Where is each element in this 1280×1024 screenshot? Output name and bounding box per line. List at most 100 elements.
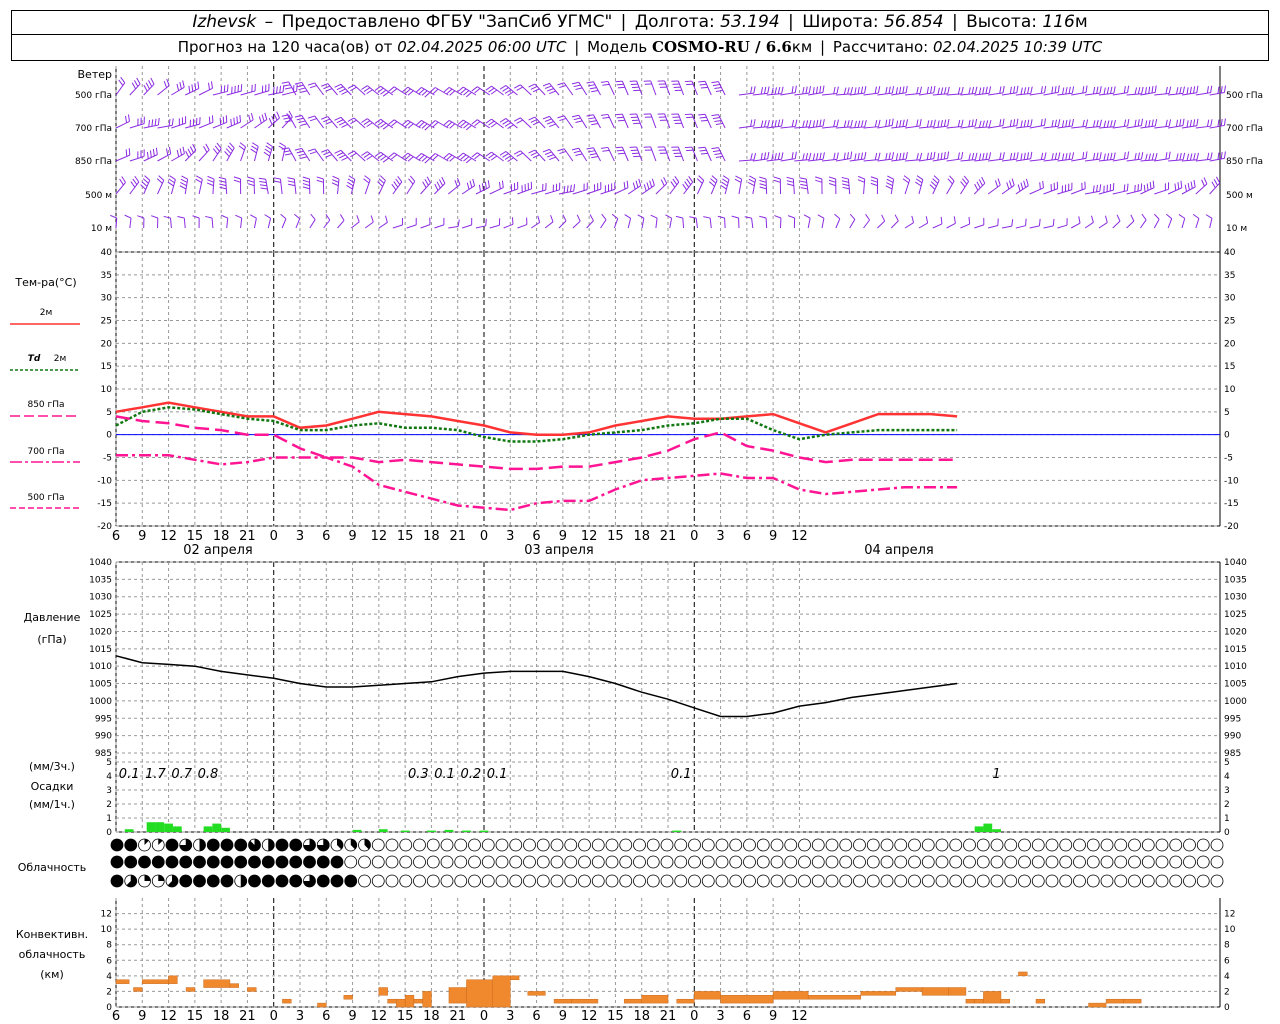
wind-barb-2-71	[1098, 152, 1116, 162]
wind-barb-0-42	[684, 80, 698, 96]
wind-barb-flag-0-15-1	[309, 85, 317, 89]
wind-barb-flag-4-55-0	[881, 214, 886, 222]
pressure-tick-right-7: 1005	[1224, 680, 1247, 690]
wind-barb-shaft-1-51	[821, 125, 838, 129]
wind-barb-flag-4-41-0	[675, 215, 683, 219]
cloud-symbol-2-33	[564, 874, 578, 888]
wind-barb-flag-1-15-0	[307, 115, 315, 119]
wind-barb-flag-3-4-0	[169, 175, 176, 180]
temp-tick-right-11: -15	[1224, 499, 1239, 509]
wind-barb-flag-2-57-1	[916, 153, 919, 161]
temp-tick-left-8: 0	[106, 431, 112, 441]
wind-barb-flag-0-23-2	[421, 90, 428, 96]
wind-barb-flag-1-59-0	[947, 119, 950, 127]
wind-barb-4-9	[235, 214, 243, 229]
wind-barb-4-43	[703, 216, 712, 229]
precip-label-8: 0.1	[671, 767, 692, 782]
wind-barb-shaft-0-33	[563, 82, 574, 96]
wind-barb-flag-3-22-0	[426, 176, 432, 184]
wind-barb-flag-0-50-0	[822, 85, 825, 93]
cloud-fill-1-13	[289, 856, 302, 868]
conv-bar-3	[168, 975, 178, 984]
wind-barb-flag-0-36-1	[602, 83, 610, 86]
date-label-2: 03 апреля	[524, 543, 594, 558]
cloud-symbol-2-78	[1183, 874, 1196, 888]
wind-barb-flag-1-34-1	[573, 117, 581, 121]
wind-barb-2-60	[946, 151, 964, 162]
cloud-symbol-0-44	[715, 838, 729, 852]
pressure-tick-left-6: 1010	[89, 662, 112, 672]
wind-barb-flag-2-50-3	[812, 153, 816, 161]
conv-bar-15	[413, 998, 423, 1004]
precip-bar-14	[479, 830, 489, 832]
wind-barb-flag-0-71-1	[1110, 86, 1113, 94]
wind-barb-2-75	[1154, 151, 1171, 162]
cloud-symbol-1-23	[426, 855, 440, 869]
cloud-fill-0-3	[158, 839, 163, 845]
wind-barb-3-18	[363, 175, 371, 195]
wind-barb-flag-4-0-0	[110, 214, 117, 219]
temp-tick-left-4: 20	[101, 339, 113, 349]
wind-barb-3-43	[708, 175, 718, 195]
time-tick-bottom-23: 3	[716, 1009, 724, 1024]
cloud-symbol-1-27	[481, 855, 495, 869]
wind-barb-flag-2-9-0	[239, 142, 246, 148]
wind-barb-shaft-1-33	[563, 115, 574, 129]
wind-barb-flag-0-1-0	[136, 77, 141, 85]
time-tick-top-23: 3	[716, 529, 724, 544]
wind-barb-shaft-2-70	[1085, 158, 1101, 162]
wind-barb-flag-1-48-0	[794, 119, 798, 127]
temp-tick-left-2: 30	[101, 294, 113, 304]
wind-barb-flag-4-73-0	[1130, 214, 1135, 222]
wind-barb-shaft-1-37	[621, 113, 629, 129]
cloud-symbol-1-28	[495, 855, 509, 869]
wind-barb-shaft-1-69	[1071, 125, 1087, 129]
time-tick-top-21: 21	[660, 529, 677, 544]
wind-barb-shaft-4-74	[1140, 219, 1147, 229]
wind-barb-2-11	[263, 142, 273, 162]
wind-barb-flag-3-2-0	[144, 175, 151, 181]
pressure-tick-right-9: 995	[1224, 714, 1241, 724]
precip-bar-4	[172, 826, 182, 832]
wind-barb-flag-0-53-3	[854, 87, 857, 95]
wind-barb-flag-3-52-2	[828, 183, 836, 187]
wind-barb-flag-4-44-0	[717, 215, 725, 219]
wind-barb-0-23	[415, 87, 435, 98]
cloud-symbol-2-68	[1045, 874, 1059, 888]
conv-bar-11	[378, 987, 388, 996]
wind-barb-flag-3-7-2	[206, 182, 214, 187]
wind-barb-flag-1-35-1	[588, 117, 596, 120]
cloud-symbol-1-38	[633, 855, 646, 869]
wind-barb-flag-3-32-3	[563, 186, 566, 194]
wind-barb-flag-3-51-1	[815, 179, 823, 183]
temp-tick-left-1: 35	[101, 271, 112, 281]
wind-barb-shaft-2-3	[157, 153, 171, 162]
wind-barb-flag-3-11-3	[260, 187, 268, 190]
wind-barb-flag-3-22-2	[422, 181, 427, 188]
conv-bar-33	[921, 987, 949, 996]
wind-barb-1-42	[684, 113, 698, 129]
wind-barb-shaft-3-17	[350, 179, 356, 195]
time-tick-top-26: 12	[791, 529, 808, 544]
wind-barb-3-9	[233, 176, 242, 195]
wind-barb-shaft-1-77	[1181, 125, 1197, 129]
wind-barb-flag-1-29-2	[504, 122, 512, 127]
wind-barb-flag-3-5-1	[180, 178, 188, 183]
precip-label-7: 0.1	[487, 767, 508, 782]
cloud-symbol-2-71	[1086, 874, 1100, 888]
time-tick-bottom-11: 15	[397, 1009, 414, 1024]
cloud-symbol-2-44	[715, 874, 729, 888]
wind-barb-2-56	[891, 152, 908, 162]
wind-barb-shaft-1-27	[477, 119, 491, 129]
wind-barb-4-36	[611, 213, 619, 229]
wind-barb-3-17	[346, 175, 356, 195]
cloud-symbol-0-51	[811, 838, 825, 852]
wind-barb-flag-1-65-1	[1026, 119, 1030, 127]
wind-barb-flag-0-24-1	[432, 88, 439, 95]
wind-barb-flag-2-50-0	[822, 152, 825, 160]
wind-barb-flag-2-17-1	[336, 152, 344, 157]
wind-barb-flag-3-40-0	[674, 176, 680, 183]
wind-barb-flag-3-40-1	[672, 178, 678, 185]
wind-barb-flag-3-15-0	[316, 176, 324, 180]
wind-barb-0-44	[711, 81, 726, 96]
